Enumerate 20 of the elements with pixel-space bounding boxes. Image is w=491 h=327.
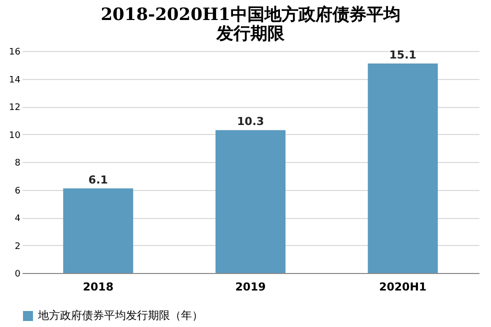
- x-tick-label: 2020H1: [379, 280, 427, 294]
- y-tick-label: 16: [9, 48, 21, 58]
- x-tick-label: 2018: [82, 280, 114, 294]
- y-tick-label: 0: [14, 270, 21, 280]
- data-label: 10.3: [236, 115, 264, 128]
- y-tick-label: 14: [9, 75, 21, 86]
- bar: [368, 63, 438, 273]
- y-tick-label: 2: [14, 242, 20, 252]
- y-tick-label: 6: [14, 186, 21, 196]
- y-tick-label: 4: [14, 214, 21, 224]
- y-tick-label: 8: [14, 158, 21, 168]
- y-tick-label: 12: [9, 103, 20, 113]
- bar: [216, 130, 286, 273]
- x-tick-label: 2019: [235, 280, 266, 294]
- data-label: 6.1: [88, 173, 108, 186]
- legend-label: 地方政府债券平均发行期限（年）: [37, 309, 203, 322]
- bar: [63, 188, 134, 273]
- data-label: 15.1: [389, 48, 416, 62]
- chart-title: 2018-2020H1中国地方政府债券平均发行期限: [100, 5, 400, 44]
- y-tick-label: 10: [9, 130, 21, 141]
